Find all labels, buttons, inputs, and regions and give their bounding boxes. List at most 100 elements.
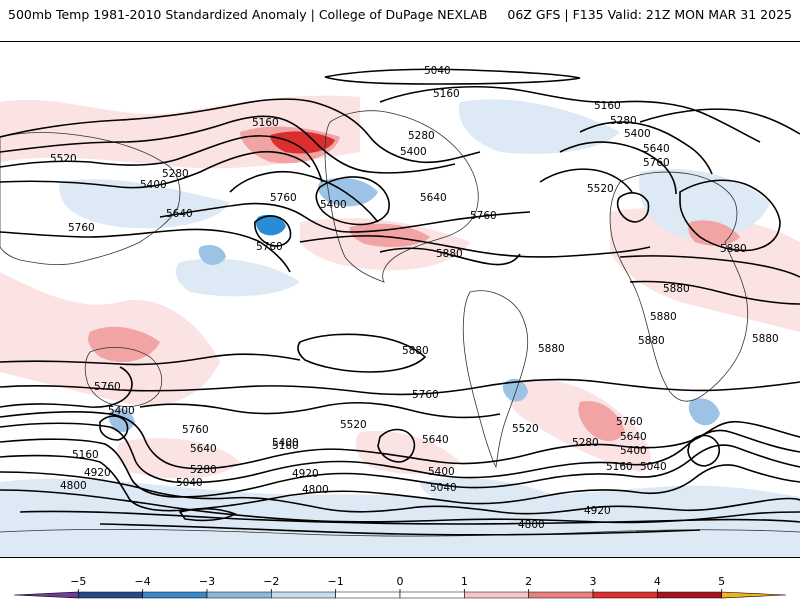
colorbar: −5 −4 −3 −2 −1 0 1 2 3 4 5 — [0, 565, 800, 600]
colorbar-tick-label: −5 — [70, 575, 86, 588]
anomaly-cool-area — [639, 168, 770, 239]
contour-label: 5160 — [433, 88, 460, 100]
contour-labels: 5040 5160 5160 5160 5280 5280 5520 5520 … — [50, 65, 779, 531]
contour-line — [616, 192, 650, 223]
contour-label: 5400 — [320, 199, 347, 211]
contour-label: 5040 — [424, 65, 451, 77]
contour-label: 5280 — [572, 437, 599, 449]
contour-line — [0, 115, 456, 174]
contour-line — [0, 438, 800, 498]
height-contours — [0, 68, 800, 536]
contour-line — [0, 378, 800, 396]
contour-line — [579, 121, 713, 175]
colorbar-tick-label: 3 — [590, 575, 597, 588]
contour-line — [299, 235, 651, 258]
contour-label: 5520 — [340, 419, 367, 431]
anomaly-warm-area — [610, 208, 800, 332]
contour-label: 5160 — [594, 100, 621, 112]
colorbar-segments — [13, 591, 787, 599]
colorbar-segment — [399, 591, 465, 599]
contour-line — [139, 401, 501, 419]
contour-line — [379, 247, 521, 266]
colorbar-segment — [78, 591, 143, 599]
contour-line — [0, 98, 481, 164]
contour-label: 5880 — [720, 243, 747, 255]
contour-line — [0, 489, 800, 524]
north-america-outline — [324, 110, 479, 283]
colorbar-segment — [13, 591, 79, 599]
colorbar-tick-label: −4 — [135, 575, 151, 588]
contour-line — [0, 150, 311, 189]
colorbar-segment — [142, 591, 208, 599]
contour-label: 5400 — [428, 466, 455, 478]
contour-line — [559, 141, 677, 195]
contour-label: 5640 — [166, 208, 193, 220]
contour-label: 5760 — [412, 389, 439, 401]
colorbar-segment — [335, 591, 401, 599]
header: 500mb Temp 1981-2010 Standardized Anomal… — [0, 0, 800, 28]
contour-label: 4920 — [292, 468, 319, 480]
contour-line — [19, 510, 800, 525]
contour-label: 4800 — [60, 480, 87, 492]
contour-label: 5160 — [272, 440, 299, 452]
anomaly-hot-spot — [270, 131, 335, 154]
contour-label: 5400 — [400, 146, 427, 158]
anomaly-cool-area — [175, 258, 300, 297]
colorbar-tick-label: 5 — [718, 575, 725, 588]
contour-line — [315, 176, 390, 226]
contour-line — [254, 215, 292, 247]
contour-label: 5760 — [182, 424, 209, 436]
contour-line — [539, 168, 633, 193]
colorbar-svg: −5 −4 −3 −2 −1 0 1 2 3 4 5 — [13, 575, 787, 599]
contour-label: 5520 — [512, 423, 539, 435]
contour-line — [629, 280, 800, 305]
contour-label: 5880 — [638, 335, 665, 347]
contour-label: 5880 — [436, 248, 463, 260]
colorbar-segment — [464, 591, 529, 599]
colorbar-segment — [721, 591, 787, 599]
contour-label: 5760 — [643, 157, 670, 169]
title-right: 06Z GFS | F135 Valid: 21Z MON MAR 31 202… — [507, 7, 792, 22]
colorbar-segment — [206, 591, 272, 599]
contour-label: 5160 — [72, 449, 99, 461]
anomaly-cold-spot — [198, 245, 226, 265]
colorbar-tick-label: 4 — [654, 575, 661, 588]
contour-line — [0, 135, 323, 183]
anomaly-warm-spot — [349, 223, 430, 248]
anomaly-cold-spot — [688, 398, 720, 426]
contour-label: 5760 — [470, 210, 497, 222]
contour-label: 5880 — [650, 311, 677, 323]
contour-label: 5760 — [94, 381, 121, 393]
contour-line — [679, 179, 781, 252]
colorbar-ticks: −5 −4 −3 −2 −1 0 1 2 3 4 5 — [70, 575, 725, 592]
anomaly-warm-spot — [578, 401, 625, 442]
contour-label: 4800 — [302, 484, 329, 496]
contour-label: 5040 — [176, 477, 203, 489]
colorbar-tick-label: 0 — [397, 575, 404, 588]
contour-label: 4920 — [584, 505, 611, 517]
contour-line — [379, 86, 761, 143]
colorbar-segment — [657, 591, 722, 599]
contour-label: 5520 — [50, 153, 77, 165]
contour-line — [0, 454, 800, 512]
antarctica-outline — [0, 528, 800, 537]
contour-label: 5280 — [190, 464, 217, 476]
colorbar-tick-label: 2 — [525, 575, 532, 588]
contour-line — [0, 471, 800, 515]
title-left: 500mb Temp 1981-2010 Standardized Anomal… — [8, 7, 488, 22]
contour-line — [0, 228, 291, 273]
contour-label: 5400 — [624, 128, 651, 140]
europe-africa-outline — [609, 171, 749, 402]
anomaly-cool-area — [0, 478, 800, 557]
anomaly-warm-area — [117, 438, 240, 479]
map-frame[interactable]: 5040 5160 5160 5160 5280 5280 5520 5520 … — [0, 41, 800, 558]
contour-line — [99, 415, 129, 441]
contour-label: 5160 — [252, 117, 279, 129]
anomaly-cold-spot — [502, 378, 528, 402]
anomaly-warm-area — [355, 431, 460, 474]
contour-label: 5400 — [620, 445, 647, 457]
contour-line — [687, 434, 721, 467]
anomaly-warm-area — [508, 379, 651, 472]
contour-label: 5640 — [422, 434, 449, 446]
contour-label: 5040 — [430, 482, 457, 494]
